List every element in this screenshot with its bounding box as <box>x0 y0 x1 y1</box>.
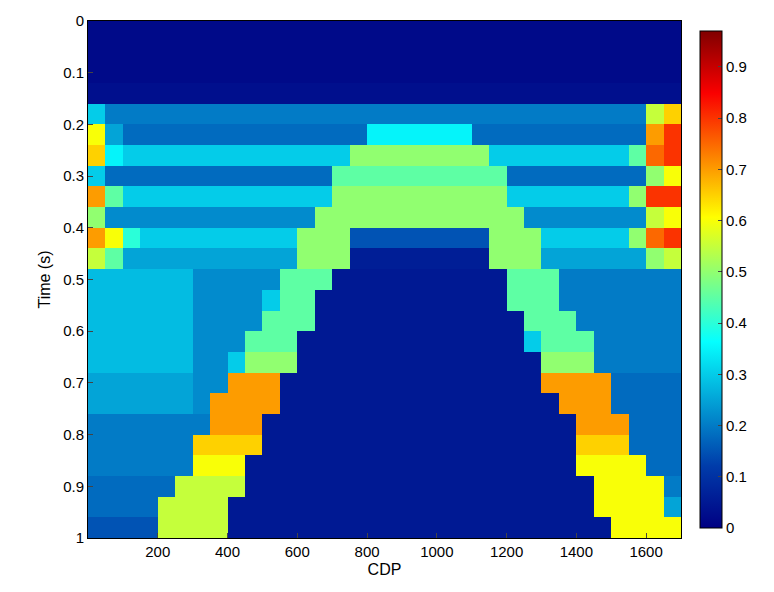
svg-text:0.2: 0.2 <box>63 116 84 133</box>
svg-text:0.7: 0.7 <box>726 161 747 178</box>
svg-text:1600: 1600 <box>629 543 662 560</box>
svg-text:1000: 1000 <box>420 543 453 560</box>
svg-text:CDP: CDP <box>368 561 402 578</box>
svg-text:0.2: 0.2 <box>726 417 747 434</box>
svg-text:0: 0 <box>726 519 734 536</box>
svg-text:0: 0 <box>76 12 84 29</box>
svg-text:400: 400 <box>215 543 240 560</box>
svg-text:1400: 1400 <box>560 543 593 560</box>
svg-text:0.4: 0.4 <box>726 314 747 331</box>
svg-text:0.5: 0.5 <box>63 271 84 288</box>
svg-text:0.3: 0.3 <box>726 366 747 383</box>
svg-text:0.1: 0.1 <box>63 64 84 81</box>
svg-text:1200: 1200 <box>490 543 523 560</box>
svg-text:0.4: 0.4 <box>63 219 84 236</box>
svg-text:0.8: 0.8 <box>63 426 84 443</box>
svg-text:0.5: 0.5 <box>726 263 747 280</box>
svg-text:600: 600 <box>285 543 310 560</box>
svg-text:0.8: 0.8 <box>726 109 747 126</box>
svg-text:0.6: 0.6 <box>726 212 747 229</box>
svg-text:Time (s): Time (s) <box>36 250 53 308</box>
svg-text:0.9: 0.9 <box>726 58 747 75</box>
svg-text:800: 800 <box>355 543 380 560</box>
svg-text:0.1: 0.1 <box>726 468 747 485</box>
svg-text:200: 200 <box>145 543 170 560</box>
svg-text:0.7: 0.7 <box>63 374 84 391</box>
svg-text:0.3: 0.3 <box>63 167 84 184</box>
svg-text:0.9: 0.9 <box>63 478 84 495</box>
svg-text:0.6: 0.6 <box>63 322 84 339</box>
svg-text:1: 1 <box>76 529 84 546</box>
